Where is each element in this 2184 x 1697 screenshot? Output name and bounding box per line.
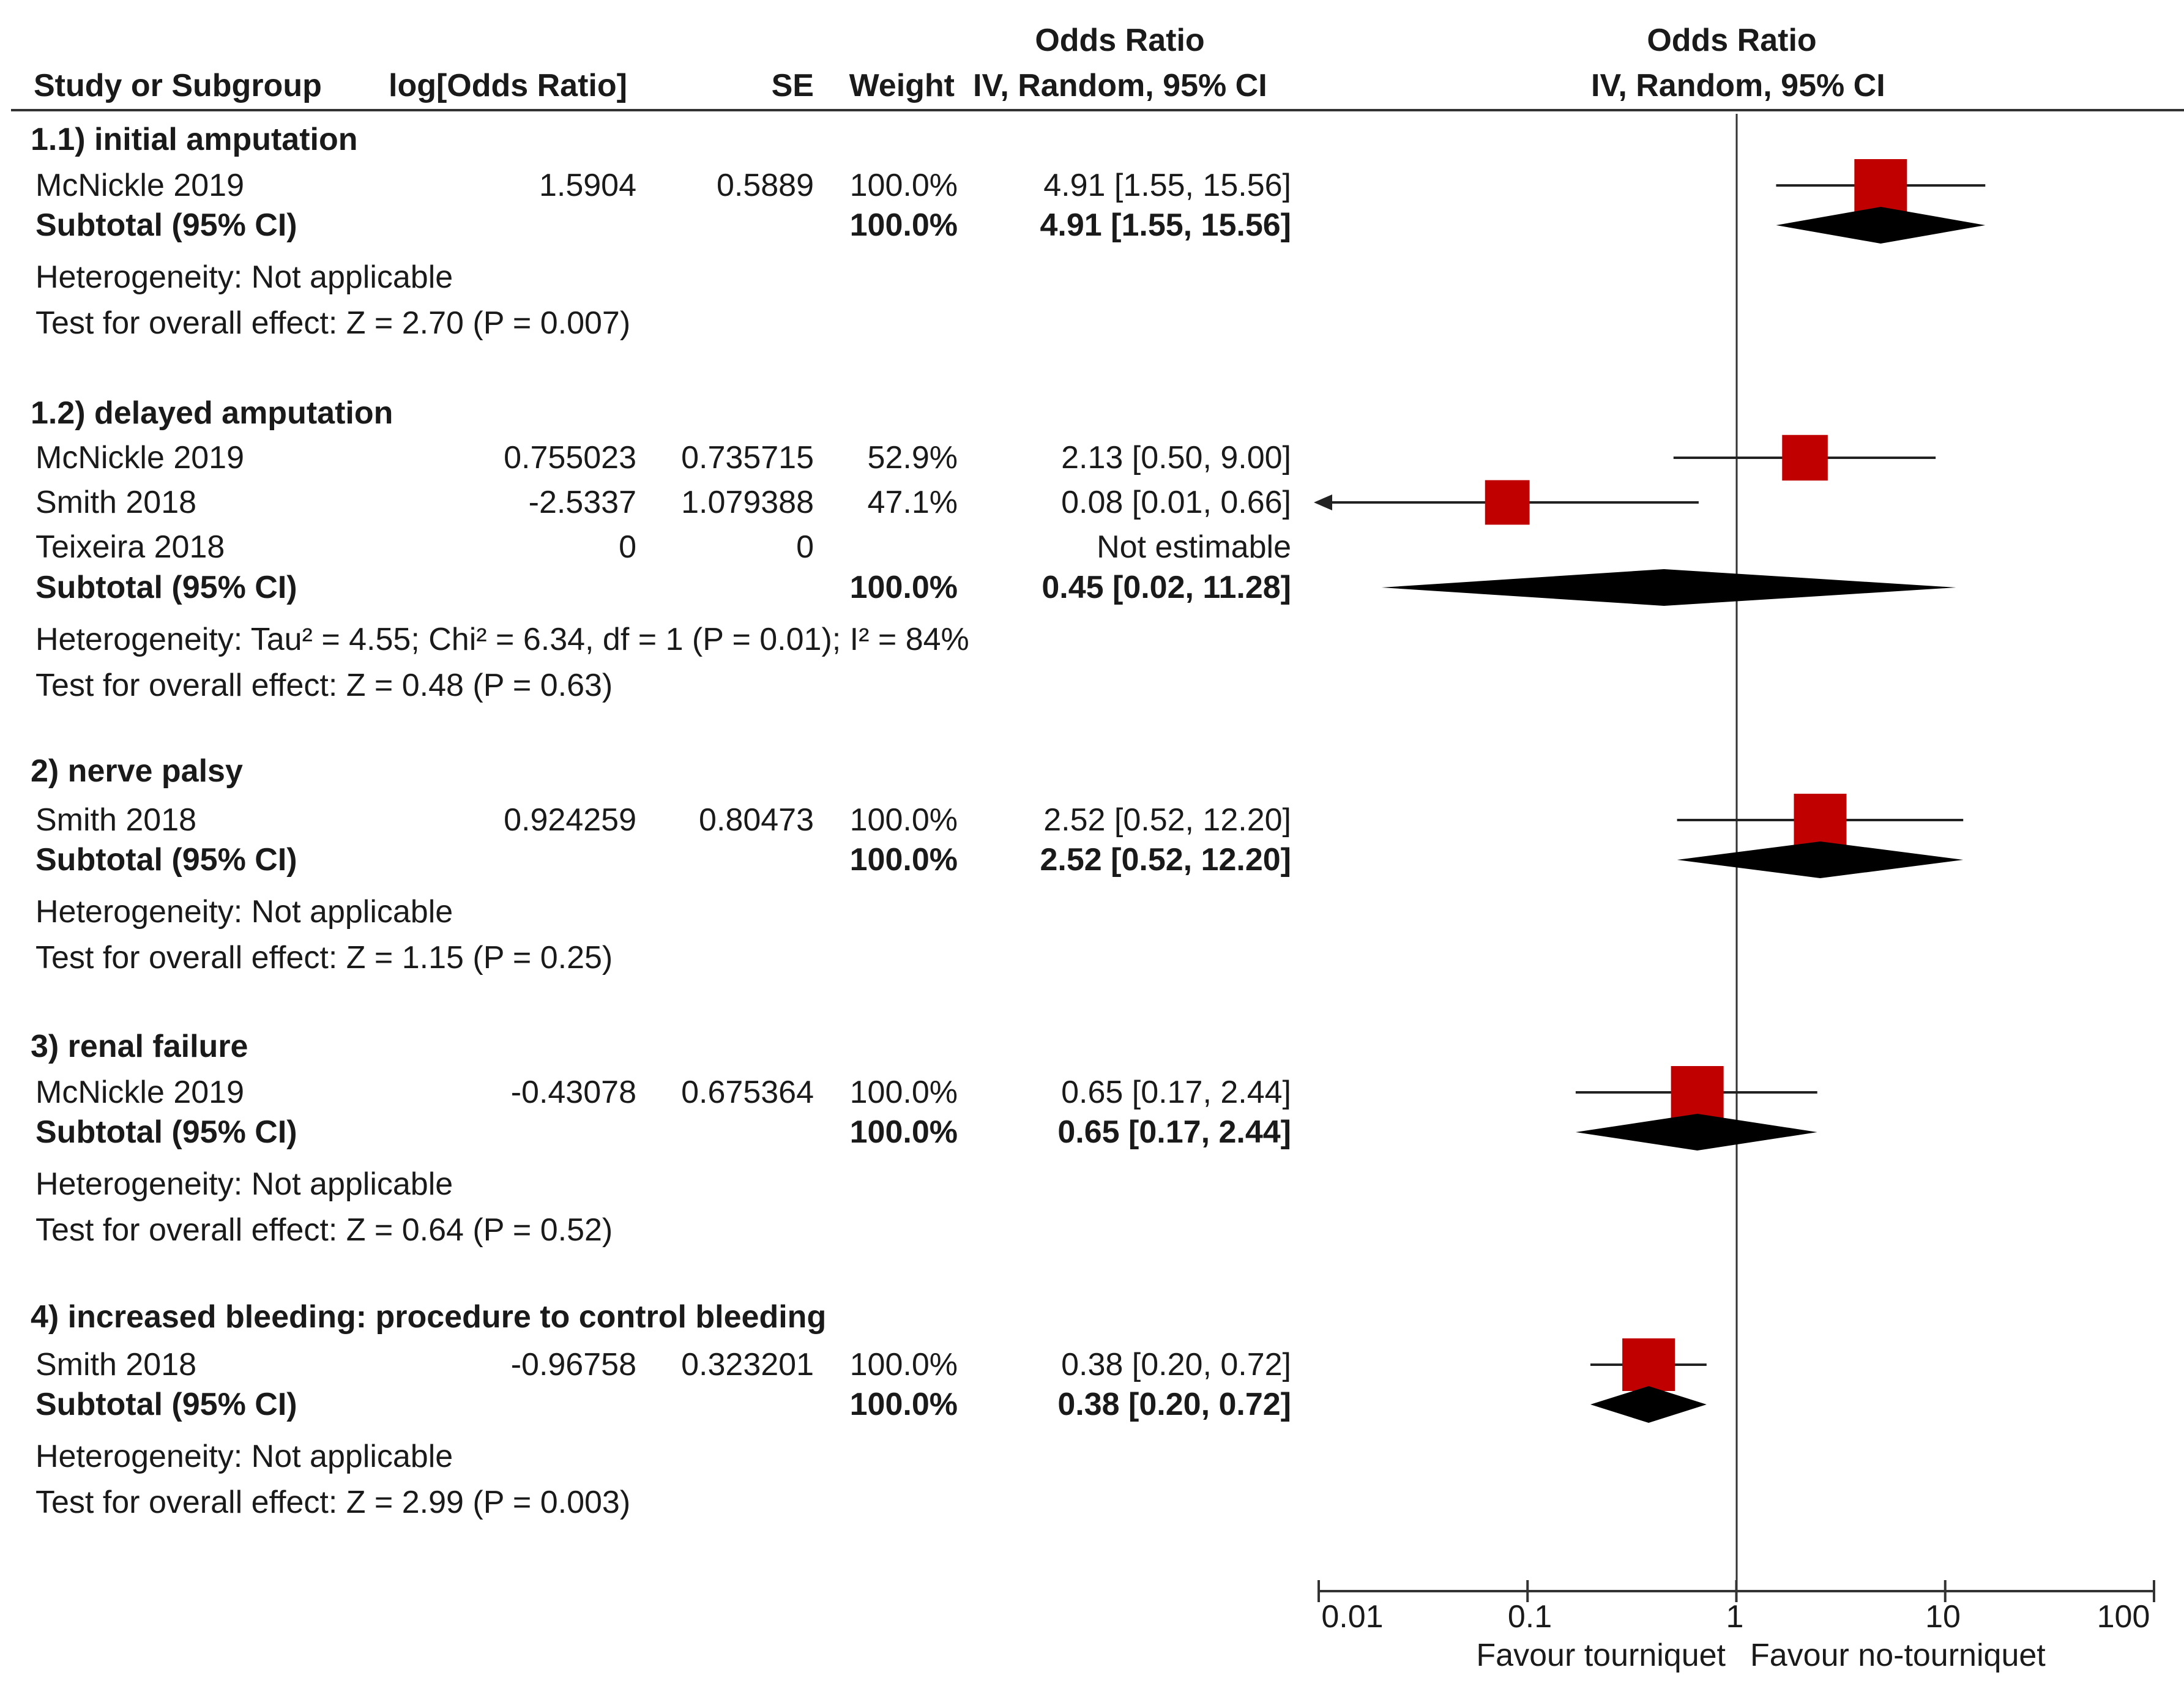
subtotal-weight: 100.0% [849,1114,958,1150]
subtotal-weight: 100.0% [849,842,958,878]
overall-effect-text: Test for overall effect: Z = 0.64 (P = 0… [35,1212,613,1248]
group-title: 2) nerve palsy [31,753,243,789]
plot-title: Odds Ratio [1647,23,1817,58]
study-log-or: 0.924259 [504,802,636,838]
subtotal-diamond [1381,569,1956,606]
study-name: Smith 2018 [35,485,197,520]
subtotal-label: Subtotal (95% CI) [35,570,297,605]
group-title: 3) renal failure [31,1029,248,1064]
axis-tick-label: 1 [1726,1599,1744,1635]
plot-method-header: IV, Random, 95% CI [1591,68,1885,103]
group-title: 4) increased bleeding: procedure to cont… [31,1299,827,1335]
study-column-header: Study or Subgroup [34,68,322,103]
study-name: McNickle 2019 [35,1075,245,1110]
subtotal-weight: 100.0% [849,207,958,243]
study-log-or: 0.755023 [504,440,636,476]
study-log-or: 1.5904 [539,168,636,203]
study-se: 0.735715 [681,440,814,476]
axis-tick-label: 100 [2096,1599,2150,1635]
study-log-or: -0.43078 [510,1075,636,1110]
heterogeneity-text: Heterogeneity: Tau² = 4.55; Chi² = 6.34,… [35,622,969,657]
point-estimate [1622,1338,1675,1391]
study-log-or: -0.96758 [510,1347,636,1382]
point-estimate [1794,794,1847,846]
subtotal-diamond [1590,1386,1707,1423]
study-se: 0.675364 [681,1075,814,1110]
group-title: 1.1) initial amputation [31,122,358,157]
overall-effect-text: Test for overall effect: Z = 1.15 (P = 0… [35,940,613,975]
axis-tick-label: 0.01 [1321,1599,1384,1635]
overall-effect-text: Test for overall effect: Z = 2.70 (P = 0… [35,305,631,341]
axis-tick-label: 10 [1925,1599,1961,1635]
axis-tick-label: 0.1 [1507,1599,1552,1635]
favour-right-label: Favour no-tourniquet [1750,1638,2046,1673]
study-se: 0.5889 [716,168,814,203]
study-weight: 100.0% [849,802,958,838]
study-log-or: -2.5337 [528,485,636,520]
study-name: McNickle 2019 [35,168,245,203]
study-weight: 100.0% [849,1347,958,1382]
weight-column-header: Weight [849,68,955,103]
overall-effect-text: Test for overall effect: Z = 0.48 (P = 0… [35,668,613,703]
study-se: 0 [796,529,814,565]
subtotal-diamond [1677,841,1964,878]
heterogeneity-text: Heterogeneity: Not applicable [35,1439,453,1474]
or-method-header: IV, Random, 95% CI [973,68,1267,103]
study-ci: 2.13 [0.50, 9.00] [1061,440,1291,476]
study-weight: 52.9% [867,440,958,476]
group-title: 1.2) delayed amputation [31,395,393,431]
subtotal-weight: 100.0% [849,570,958,605]
subtotal-ci: 2.52 [0.52, 12.20] [1040,842,1291,878]
log-or-column-header: log[Odds Ratio] [389,68,627,103]
study-se: 1.079388 [681,485,814,520]
subtotal-label: Subtotal (95% CI) [35,1114,297,1150]
overall-effect-text: Test for overall effect: Z = 2.99 (P = 0… [35,1485,631,1520]
study-se: 0.80473 [699,802,814,838]
point-estimate [1671,1066,1724,1119]
study-ci: Not estimable [1097,529,1291,565]
study-ci: 0.08 [0.01, 0.66] [1061,485,1291,520]
subtotal-diamond [1575,1114,1817,1151]
study-weight: 47.1% [867,485,958,520]
subtotal-ci: 0.38 [0.20, 0.72] [1057,1387,1291,1422]
study-se: 0.323201 [681,1347,814,1382]
study-name: Smith 2018 [35,1347,197,1382]
study-name: Smith 2018 [35,802,197,838]
heterogeneity-text: Heterogeneity: Not applicable [35,1166,453,1202]
study-ci: 0.65 [0.17, 2.44] [1061,1075,1291,1110]
subtotal-ci: 0.45 [0.02, 11.28] [1042,570,1291,605]
ci-arrow [1314,494,1332,510]
subtotal-weight: 100.0% [849,1387,958,1422]
heterogeneity-text: Heterogeneity: Not applicable [35,259,453,295]
subtotal-ci: 0.65 [0.17, 2.44] [1057,1114,1291,1150]
study-ci: 0.38 [0.20, 0.72] [1061,1347,1291,1382]
point-estimate [1854,159,1907,212]
study-ci: 4.91 [1.55, 15.56] [1043,168,1291,203]
study-ci: 2.52 [0.52, 12.20] [1043,802,1291,838]
study-weight: 100.0% [849,1075,958,1110]
point-estimate [1782,435,1828,481]
study-log-or: 0 [619,529,636,565]
se-column-header: SE [771,68,814,103]
subtotal-label: Subtotal (95% CI) [35,207,297,243]
or-column-title: Odds Ratio [1035,23,1205,58]
study-name: McNickle 2019 [35,440,245,476]
heterogeneity-text: Heterogeneity: Not applicable [35,894,453,930]
subtotal-ci: 4.91 [1.55, 15.56] [1040,207,1291,243]
subtotal-label: Subtotal (95% CI) [35,842,297,878]
subtotal-diamond [1776,207,1986,244]
point-estimate [1485,480,1530,525]
study-weight: 100.0% [849,168,958,203]
study-name: Teixeira 2018 [35,529,225,565]
subtotal-label: Subtotal (95% CI) [35,1387,297,1422]
favour-left-label: Favour tourniquet [1476,1638,1726,1673]
